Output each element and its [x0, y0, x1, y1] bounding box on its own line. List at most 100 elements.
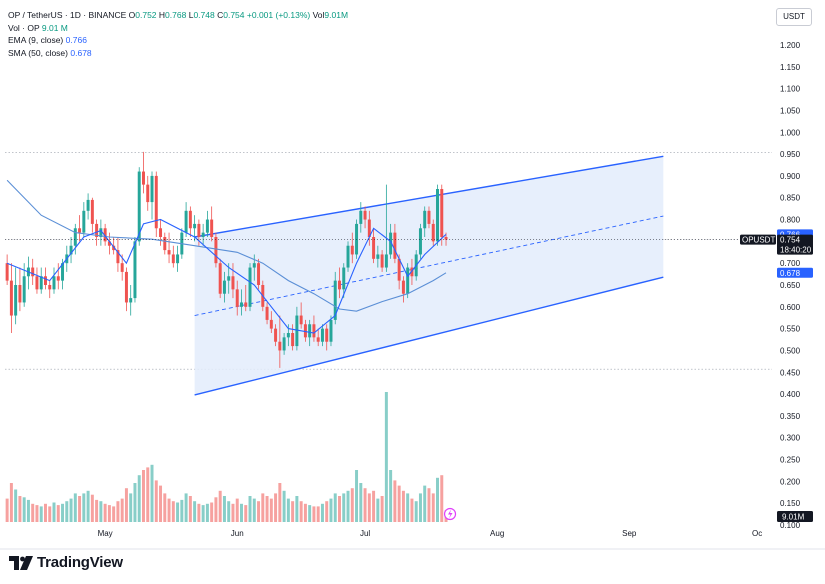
x-tick-label: Jul — [360, 529, 370, 538]
volume-bar — [107, 505, 111, 522]
volume-bar — [286, 498, 290, 522]
volume-bar — [133, 483, 137, 522]
channel-upper-line[interactable] — [194, 155, 664, 238]
volume-bar — [65, 501, 69, 522]
volume-bar — [333, 493, 337, 522]
volume-bar — [308, 505, 312, 522]
volume-value-text: 9.01M — [782, 513, 805, 522]
volume-bar — [180, 499, 184, 522]
candle-body — [107, 241, 111, 246]
legend-row-ema[interactable]: EMA (9, close) 0.766 — [8, 34, 348, 47]
candle-body — [401, 280, 405, 294]
candle-body — [150, 175, 154, 203]
channel-mid-line[interactable] — [194, 215, 664, 316]
y-tick-label: 0.100 — [780, 521, 801, 530]
parallel-channel[interactable] — [194, 155, 664, 396]
volume-bar — [214, 497, 218, 522]
volume-bar — [184, 493, 188, 522]
candle-body — [320, 328, 324, 342]
y-tick-label: 0.650 — [780, 281, 801, 290]
candle-body — [133, 241, 137, 299]
candle-body — [205, 219, 209, 233]
candle-body — [286, 333, 290, 338]
volume-bar — [414, 501, 418, 522]
tradingview-brand[interactable]: TradingView — [9, 554, 123, 571]
candle-body — [359, 210, 363, 224]
volume-bar — [103, 503, 107, 522]
channel-lower-line[interactable] — [194, 276, 664, 396]
volume-bar — [299, 501, 303, 522]
candle-body — [103, 228, 107, 242]
volume-bar — [295, 496, 299, 522]
ema-indicator-label: EMA (9, close) — [8, 35, 64, 46]
volume-bar — [240, 503, 243, 522]
volume-bar — [384, 392, 388, 522]
channel-fill — [194, 156, 664, 395]
candle-body — [252, 263, 256, 268]
volume-bar — [193, 501, 197, 522]
y-tick-label: 0.400 — [780, 390, 801, 399]
candle-body — [440, 189, 444, 237]
volume-bar — [9, 483, 13, 522]
candle-body — [82, 210, 86, 233]
candle-body — [384, 254, 388, 268]
y-tick-label: 1.000 — [780, 128, 801, 137]
volume-bar — [244, 505, 248, 522]
candle-body — [163, 237, 167, 251]
volume-bar — [269, 498, 273, 522]
volume-bar — [261, 493, 265, 522]
volume-bar — [282, 490, 286, 522]
candle-body — [35, 276, 39, 290]
candle-body — [355, 223, 359, 255]
volume-bar — [52, 502, 56, 522]
candle-body — [274, 328, 278, 342]
candle-body — [367, 219, 371, 237]
candle-body — [278, 341, 282, 351]
candle-body — [120, 263, 124, 272]
candle-body — [350, 245, 354, 255]
volume-bar — [431, 493, 435, 522]
volume-bar — [78, 496, 82, 522]
volume-bar — [14, 489, 18, 522]
candle-body — [329, 319, 333, 342]
volume-bar — [43, 503, 47, 522]
symbol-label[interactable]: OP / TetherUS · 1D · BINANCE — [8, 10, 127, 20]
candle-body — [372, 237, 376, 259]
x-tick-label: Oc — [752, 529, 762, 538]
legend-row-sma[interactable]: SMA (50, close) 0.678 — [8, 47, 348, 60]
tradingview-logo-icon — [9, 555, 33, 570]
event-lightning-icon[interactable] — [443, 507, 457, 521]
candle-body — [363, 210, 367, 220]
legend-row-volume[interactable]: Vol · OP 9.01 M — [8, 22, 348, 35]
volume-bar — [201, 505, 205, 522]
volume-bar — [39, 506, 43, 522]
candle-body — [444, 237, 448, 240]
x-tick-label: Sep — [622, 529, 637, 538]
candle-body — [308, 324, 312, 338]
candle-body — [303, 324, 307, 338]
y-tick-label: 0.700 — [780, 259, 801, 268]
volume-bars — [5, 392, 448, 522]
y-tick-label: 1.100 — [780, 85, 801, 94]
volume-bar — [410, 498, 414, 522]
volume-bar — [18, 496, 22, 522]
currency-selector[interactable]: USDT — [776, 8, 812, 26]
y-tick-label: 1.050 — [780, 106, 801, 115]
volume-bar — [159, 485, 163, 522]
candle-body — [90, 199, 94, 224]
candle-body — [22, 276, 26, 303]
volume-bar — [235, 498, 239, 522]
open-value: 0.752 — [135, 10, 157, 20]
volume-bar — [359, 483, 363, 522]
volume-bar — [325, 501, 329, 522]
sma-price-tag: 0.678 — [777, 267, 813, 278]
candle-body — [39, 276, 43, 290]
candle-body — [299, 315, 303, 325]
volume-bar — [146, 467, 150, 522]
candle-body — [218, 263, 222, 294]
chart-legend: OP / TetherUS · 1D · BINANCE O0.752 H0.7… — [8, 9, 348, 59]
legend-row-symbol: OP / TetherUS · 1D · BINANCE O0.752 H0.7… — [8, 9, 348, 22]
candle-body — [154, 175, 158, 229]
volume-bar — [197, 503, 201, 522]
